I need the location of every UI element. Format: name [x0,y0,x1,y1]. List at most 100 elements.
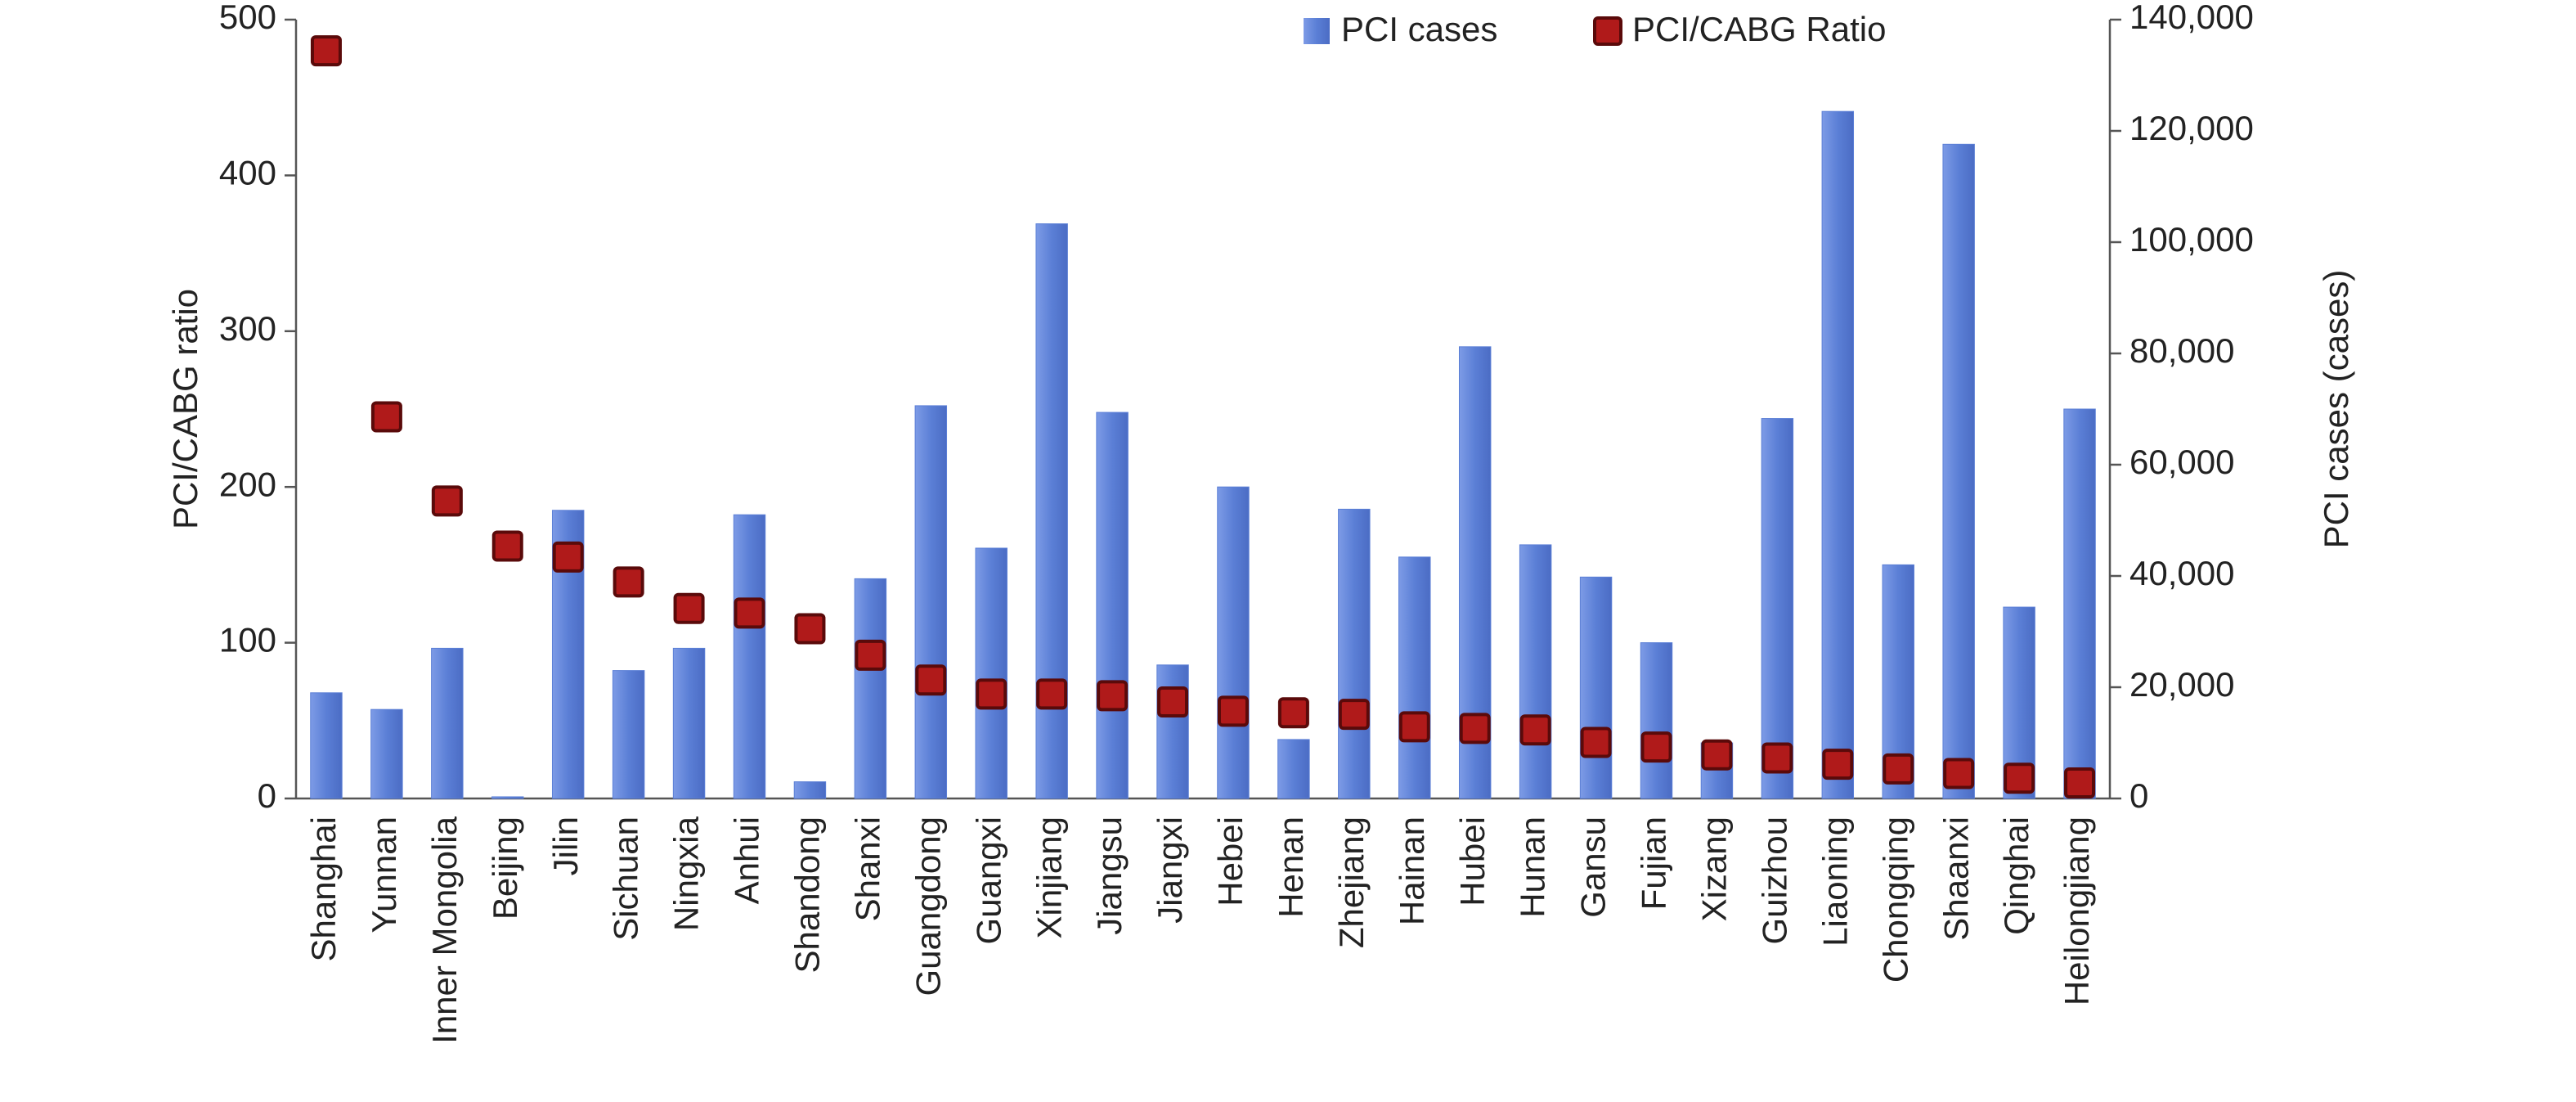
bar [1035,223,1068,799]
y-axis-title: PCI/CABG ratio [166,289,204,529]
marker [1580,726,1612,758]
legend-swatch [1593,16,1622,46]
bar [1640,642,1673,799]
x-tick-label: Sichuan [607,816,645,941]
marker [673,592,705,624]
x-tick-label: Hainan [1393,816,1431,925]
marker [1277,697,1309,729]
marker [613,566,644,598]
marker [1398,711,1430,743]
bar [914,405,948,799]
x-tick-label: Henan [1272,816,1310,918]
marker [855,639,886,671]
bar [1277,739,1310,799]
x-tick-label: Yunnan [365,816,403,933]
y-tick-label: 100 [219,621,276,659]
y2-tick-label: 20,000 [2129,665,2234,704]
marker [1519,714,1551,746]
bar [612,670,645,799]
x-tick-label: Xinjiang [1030,816,1068,938]
marker [431,485,463,517]
x-tick-label: Guangxi [969,816,1008,944]
x-tick-label: Fujian [1635,816,1673,910]
marker [1097,680,1129,712]
marker [1338,699,1370,731]
x-tick-label: Heilongjiang [2058,816,2096,1005]
x-tick-label: Qinghai [1997,816,2035,935]
marker [1157,686,1189,717]
bar [310,692,343,799]
bar [431,647,464,799]
marker [1459,713,1491,744]
bar [1398,556,1431,799]
bar [1217,486,1250,799]
bar [2063,408,2096,799]
bar [672,647,706,799]
marker [976,678,1008,710]
marker [1761,742,1793,774]
x-tick-label: Hebei [1211,816,1250,906]
marker [734,597,765,629]
bar [975,547,1008,799]
bar [1096,412,1129,799]
y2-tick-label: 120,000 [2129,109,2254,147]
x-tick-label: Xizang [1695,816,1734,921]
x-tick-label: Hunan [1514,816,1552,918]
marker [2064,767,2096,798]
y-tick-label: 300 [219,309,276,348]
bar [1821,110,1855,799]
marker [491,530,523,562]
x-tick-label: Jiangsu [1090,816,1129,935]
x-tick-label: Gansu [1574,816,1613,918]
bar [1338,508,1371,799]
marker [2004,762,2035,794]
legend-label: PCI cases [1341,10,1497,48]
marker [1822,749,1854,780]
x-tick-label: Liaoning [1815,816,1854,947]
bar [1156,664,1189,799]
bar [1761,418,1794,799]
bar [854,578,887,799]
y2-tick-label: 80,000 [2129,331,2234,370]
x-tick-label: Jiangxi [1151,816,1189,924]
x-tick-label: Jilin [546,816,585,875]
x-tick-label: Shandong [788,816,827,974]
marker [1036,678,1068,710]
legend-swatch [1304,18,1330,44]
y2-tick-label: 60,000 [2129,443,2234,481]
bar [733,514,766,799]
marker [310,35,342,67]
y2-tick-label: 40,000 [2129,554,2234,592]
marker [1701,739,1733,771]
marker [1217,695,1249,727]
marker [370,401,402,433]
y2-tick-label: 140,000 [2129,0,2254,36]
marker [552,541,584,573]
x-tick-label: Beijing [486,816,524,920]
x-tick-label: Shanxi [848,816,886,921]
marker [1883,753,1914,785]
marker [1640,731,1672,763]
y-tick-label: 0 [258,776,276,815]
x-tick-label: Guangdong [909,816,947,996]
x-tick-label: Anhui [728,816,766,904]
bar [1579,576,1613,799]
y-tick-label: 200 [219,465,276,503]
marker [915,664,947,696]
marker [1943,758,1975,789]
y-tick-label: 500 [219,0,276,36]
x-tick-label: Hubei [1453,816,1492,906]
legend-label: PCI/CABG Ratio [1632,10,1886,48]
bar [491,796,524,799]
y2-tick-label: 0 [2129,776,2148,815]
x-tick-label: Guizhou [1755,816,1793,944]
y-tick-label: 400 [219,153,276,191]
bar [793,781,827,799]
x-tick-label: Ningxia [667,816,706,931]
x-tick-label: Chongqing [1876,816,1914,983]
x-tick-label: Inner Mongolia [425,816,464,1043]
bar [1519,544,1552,799]
x-tick-label: Zhejiang [1332,816,1371,948]
bar [1942,143,1975,799]
